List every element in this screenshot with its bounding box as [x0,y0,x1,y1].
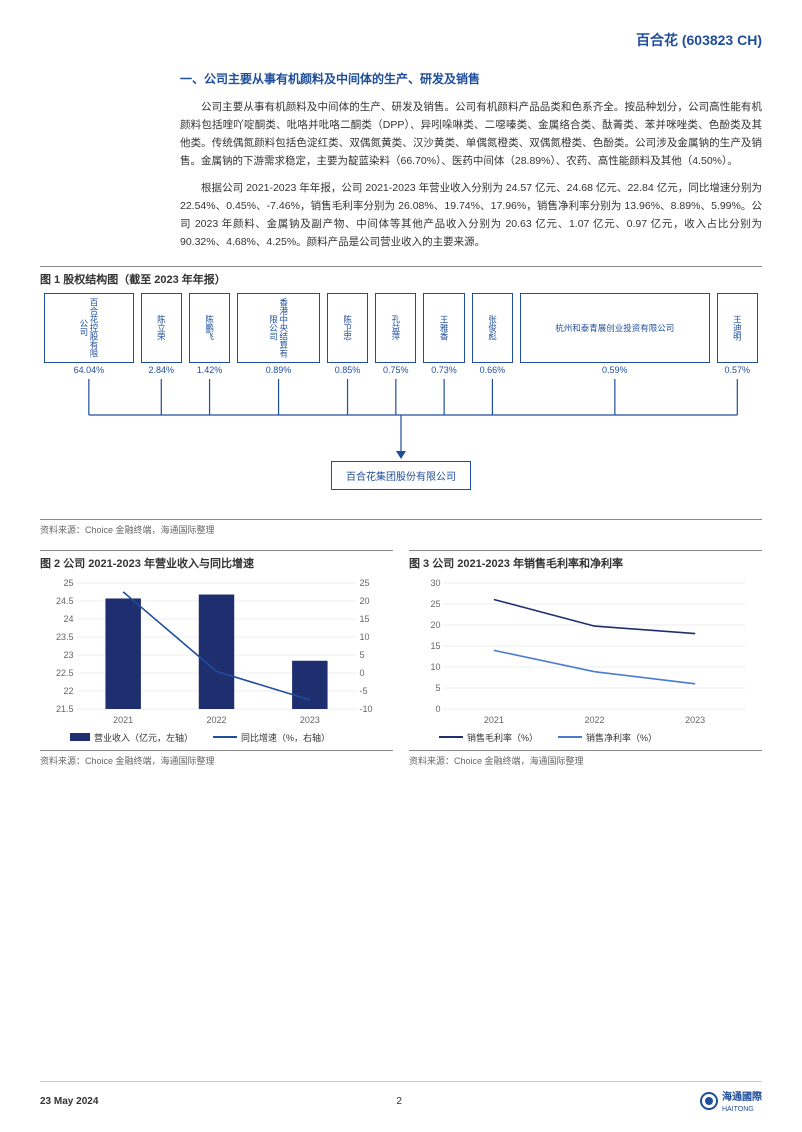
svg-text:10: 10 [430,662,440,672]
header-title: 百合花 (603823 CH) [40,30,762,50]
page-footer: 23 May 2024 2 海通國際 HAITONG [40,1081,762,1114]
legend-item: 营业收入（亿元，左轴） [70,731,193,744]
company-name: 百合花 [636,32,678,48]
svg-text:0: 0 [360,668,365,678]
shareholder-pct: 0.66% [472,365,513,375]
figure-2: 图 2 公司 2021-2023 年营业收入与同比增速 21.5 22 22.5 23… [40,550,393,767]
paragraph-1: 公司主要从事有机颜料及中间体的生产、研发及销售。公司有机颜料产品品类和色系齐全。… [180,99,762,170]
legend-item: 销售净利率（%） [558,731,657,744]
shareholder-pct: 64.04% [44,365,134,375]
shareholder-box: 王迪明 [717,293,758,363]
svg-text:2021: 2021 [484,715,504,725]
ownership-diagram: 百合花控股有限公司陈立荣陈鹏飞香港中央结算有限公司陈卫忠孔益萍王雅香张俊彪杭州和… [40,293,762,513]
svg-text:22: 22 [63,686,73,696]
fig3-source: 资料来源：Choice 金融终端，海通国际整理 [409,750,762,767]
svg-text:25: 25 [430,599,440,609]
shareholder-box: 百合花控股有限公司 [44,293,134,363]
svg-text:21.5: 21.5 [56,704,74,714]
svg-text:15: 15 [430,641,440,651]
fig1-title: 图 1 股权结构图（截至 2023 年年报） [40,271,762,287]
fig2-source: 资料来源：Choice 金融终端，海通国际整理 [40,750,393,767]
section-heading: 一、公司主要从事有机颜料及中间体的生产、研发及销售 [180,70,762,87]
shareholder-pct: 0.85% [327,365,368,375]
svg-text:23: 23 [63,650,73,660]
svg-text:2023: 2023 [300,715,320,725]
svg-text:25: 25 [63,578,73,588]
svg-text:24: 24 [63,614,73,624]
svg-text:-5: -5 [360,686,368,696]
shareholder-box: 陈鹏飞 [189,293,230,363]
fig3-title: 图 3 公司 2021-2023 年销售毛利率和净利率 [409,555,762,571]
shareholder-pct: 0.73% [423,365,464,375]
figure-1: 图 1 股权结构图（截至 2023 年年报） 百合花控股有限公司陈立荣陈鹏飞香港… [40,266,762,536]
shareholder-box: 孔益萍 [375,293,416,363]
svg-text:20: 20 [360,596,370,606]
haitong-logo-icon [700,1092,718,1110]
svg-text:15: 15 [360,614,370,624]
footer-date: 23 May 2024 [40,1096,98,1107]
svg-text:2023: 2023 [685,715,705,725]
svg-text:2022: 2022 [584,715,604,725]
svg-text:5: 5 [435,683,440,693]
svg-text:23.5: 23.5 [56,632,74,642]
shareholder-box: 杭州和泰青展创业投资有限公司 [520,293,710,363]
fig1-source: 资料来源：Choice 金融终端，海通国际整理 [40,519,762,536]
svg-text:10: 10 [360,632,370,642]
shareholder-box: 张俊彪 [472,293,513,363]
shareholder-box: 陈卫忠 [327,293,368,363]
shareholder-pct: 0.57% [717,365,758,375]
footer-page-number: 2 [396,1096,402,1107]
svg-text:2022: 2022 [206,715,226,725]
shareholder-pct: 1.42% [189,365,230,375]
footer-logo-sub: HAITONG [722,1106,754,1113]
svg-text:24.5: 24.5 [56,596,74,606]
legend-item: 同比增速（%，右轴） [213,731,330,744]
shareholder-pct: 0.75% [375,365,416,375]
shareholder-box: 陈立荣 [141,293,182,363]
svg-text:2021: 2021 [113,715,133,725]
ticker: (603823 CH) [682,32,762,48]
svg-text:20: 20 [430,620,440,630]
svg-text:5: 5 [360,650,365,660]
fig2-title: 图 2 公司 2021-2023 年营业收入与同比增速 [40,555,393,571]
figure-3: 图 3 公司 2021-2023 年销售毛利率和净利率 0 5 10 15 20 25 30… [409,550,762,767]
footer-logo-text: 海通國際 [722,1092,762,1103]
svg-text:-10: -10 [360,704,373,714]
shareholder-pct: 0.89% [237,365,320,375]
shareholder-pct: 2.84% [141,365,182,375]
shareholder-box: 王雅香 [423,293,464,363]
paragraph-2: 根据公司 2021-2023 年年报，公司 2021-2023 年营业收入分别为… [180,180,762,251]
shareholder-box: 香港中央结算有限公司 [237,293,320,363]
svg-text:22.5: 22.5 [56,668,74,678]
svg-text:30: 30 [430,578,440,588]
ownership-target: 百合花集团股份有限公司 [331,461,471,490]
legend-item: 销售毛利率（%） [439,731,538,744]
shareholder-pct: 0.59% [520,365,710,375]
svg-text:0: 0 [435,704,440,714]
svg-text:25: 25 [360,578,370,588]
footer-logo: 海通國際 HAITONG [700,1088,762,1114]
